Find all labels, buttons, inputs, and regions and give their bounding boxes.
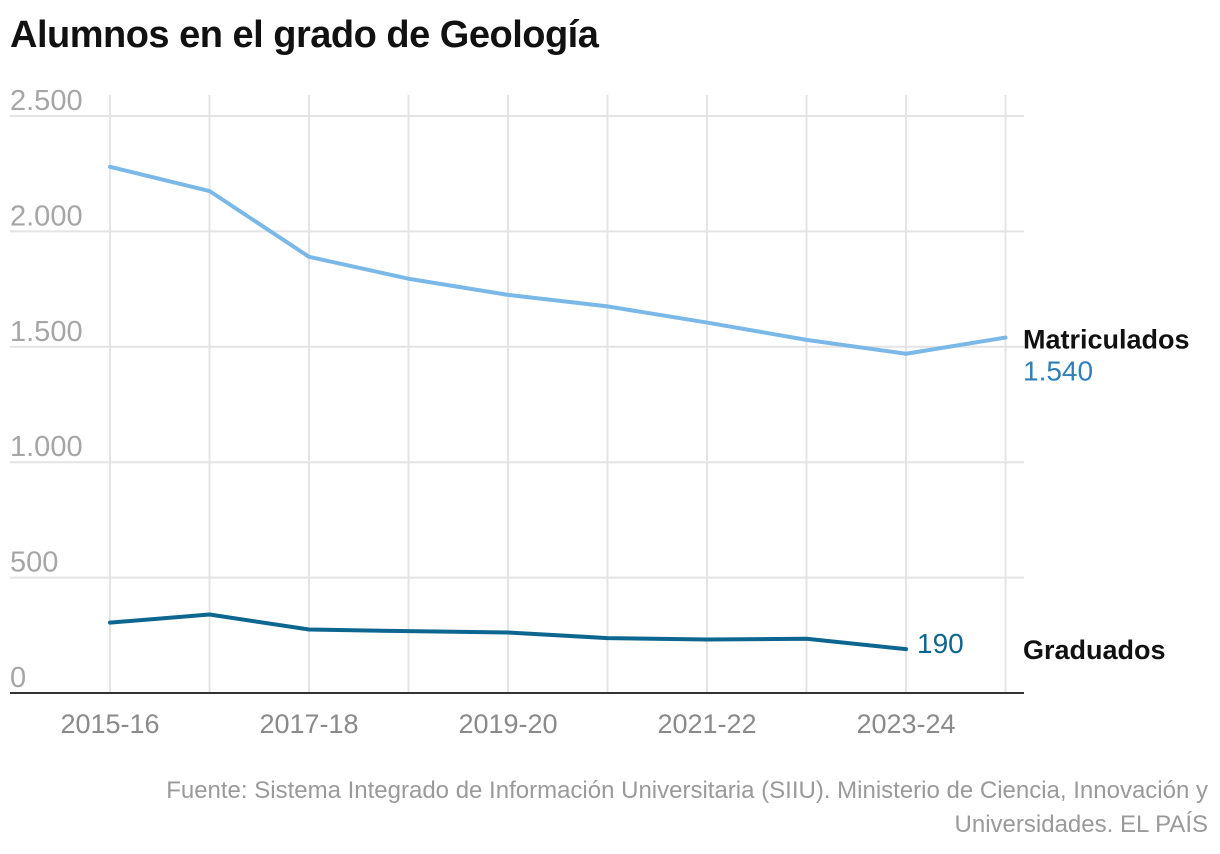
y-tick-label: 2.500 (10, 85, 83, 117)
series-name-label: Graduados (1023, 635, 1166, 665)
y-tick-label: 500 (10, 547, 58, 579)
y-tick-label: 2.000 (10, 200, 83, 232)
series-line-matriculados (108, 164, 1008, 356)
series-end-value: 190 (917, 628, 964, 659)
series-lines (108, 164, 1008, 652)
series-end-value: 1.540 (1023, 356, 1093, 387)
x-tick-label: 2021-22 (657, 709, 756, 739)
horizontal-gridlines (10, 115, 1024, 579)
x-tick-label: 2019-20 (458, 709, 557, 739)
y-axis-labels: 0 500 1.000 1.500 2.000 2.500 (10, 85, 83, 694)
x-tick-label: 2017-18 (259, 709, 358, 739)
y-tick-label: 1.000 (10, 431, 83, 463)
x-axis-labels: 2015-16 2017-18 2019-20 2021-22 2023-24 (60, 709, 955, 739)
y-tick-label: 0 (10, 662, 26, 694)
y-tick-label: 1.500 (10, 316, 83, 348)
series-line-graduados (108, 612, 908, 652)
vertical-gridlines (109, 95, 1007, 693)
x-tick-label: 2023-24 (856, 709, 955, 739)
x-tick-label: 2015-16 (60, 709, 159, 739)
chart-title: Alumnos en el grado de Geología (10, 14, 599, 56)
source-note: Fuente: Sistema Integrado de Información… (166, 777, 1208, 838)
series-name-label: Matriculados (1023, 325, 1190, 355)
